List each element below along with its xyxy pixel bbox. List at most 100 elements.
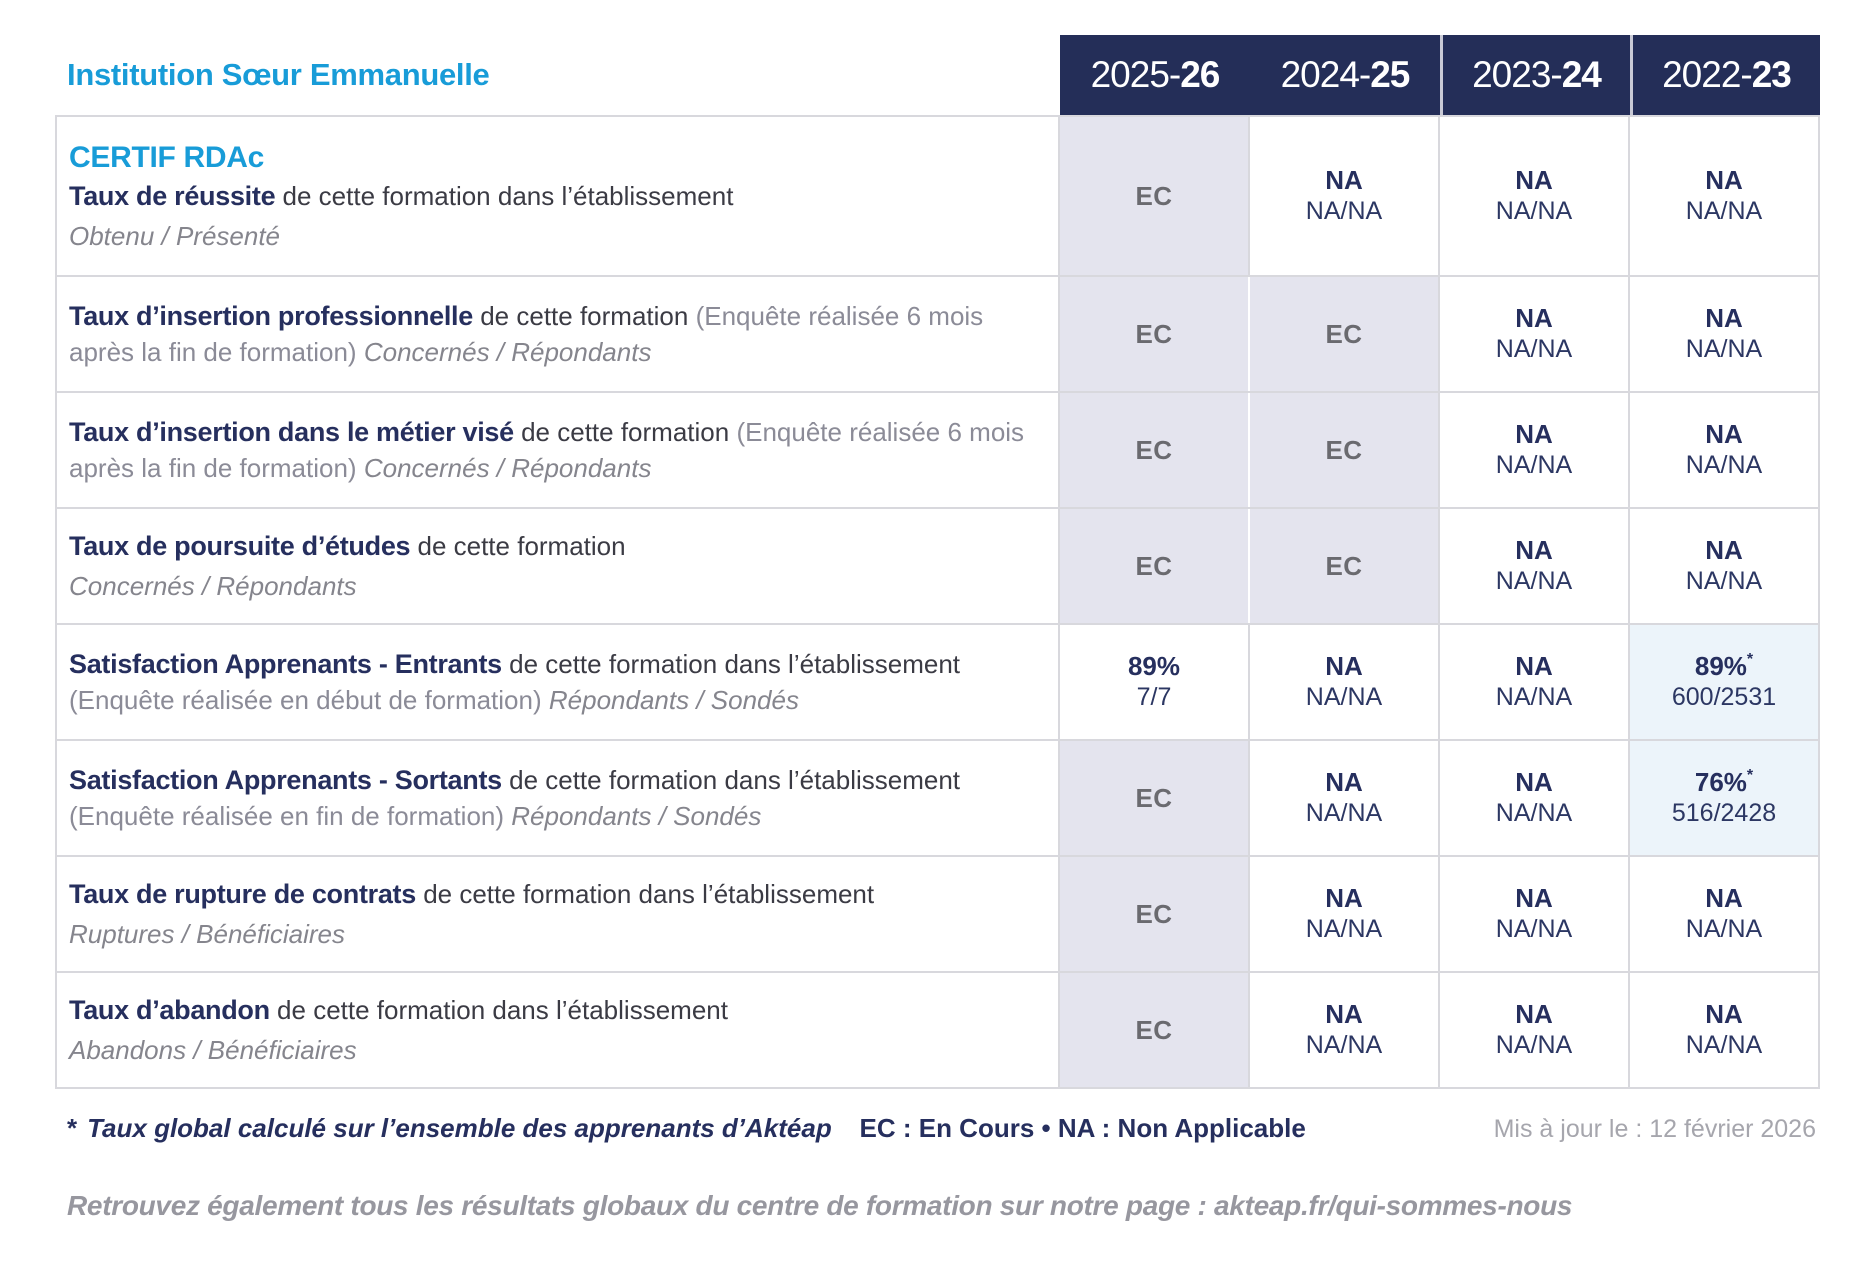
value-cell: NA NA/NA <box>1248 973 1438 1087</box>
metric-label-cell: Taux d’insertion dans le métier visé de … <box>57 393 1058 507</box>
abbreviations-legend: EC : En Cours • NA : Non Applicable <box>859 1113 1306 1143</box>
table-row: Taux de rupture de contrats de cette for… <box>57 857 1818 973</box>
asterisk-superscript: * <box>1746 650 1754 668</box>
metric-description: Taux de poursuite d’études de cette form… <box>69 529 1034 604</box>
value-main: NA <box>1325 883 1363 914</box>
metric-desc: de cette formation dans l’établissement <box>423 878 875 909</box>
table-row: Taux de poursuite d’études de cette form… <box>57 509 1818 625</box>
table-row: CERTIF RDAc Taux de réussite de cette for… <box>57 117 1818 277</box>
metric-title: Taux d’insertion dans le métier visé <box>69 417 514 448</box>
metric-title: Satisfaction Apprenants - Sortants <box>69 765 502 796</box>
value-main: 76%* <box>1694 766 1754 798</box>
value-sub: NA/NA <box>1685 1031 1763 1060</box>
metric-title: Taux de rupture de contrats <box>69 878 416 909</box>
metric-desc: de cette formation dans l’établissement <box>282 180 734 211</box>
value-cell: EC <box>1058 741 1248 855</box>
value-cell: EC <box>1058 277 1248 391</box>
metric-description: Satisfaction Apprenants - Entrants de ce… <box>69 647 1034 717</box>
program-title: CERTIF RDAc <box>69 140 265 174</box>
year-label-end: 25 <box>1370 54 1410 95</box>
metric-survey-note: (Enquête réalisée en début de formation) <box>69 684 542 715</box>
year-label-end: 23 <box>1751 54 1792 95</box>
metric-subtitle: Concernés / Répondants <box>363 336 652 367</box>
value-main: NA <box>1515 883 1553 914</box>
metric-desc: de cette formation <box>417 530 626 561</box>
value-main: EC <box>1135 318 1173 349</box>
value-main: NA <box>1705 419 1743 450</box>
table-row: Satisfaction Apprenants - Entrants de ce… <box>57 625 1818 741</box>
metric-description: Satisfaction Apprenants - Sortants de ce… <box>69 763 1034 833</box>
metric-label-cell: Taux de rupture de contrats de cette for… <box>57 857 1058 971</box>
column-header-2023-24: 2023- 24 <box>1440 35 1630 115</box>
metric-label-cell: Satisfaction Apprenants - Sortants de ce… <box>57 741 1058 855</box>
value-cell: 89% 7/7 <box>1058 625 1248 739</box>
metric-description: Taux de réussite de cette formation dans… <box>69 179 1034 254</box>
value-sub: 600/2531 <box>1671 683 1777 712</box>
value-main: NA <box>1325 767 1363 798</box>
value-main: NA <box>1515 165 1553 196</box>
value-sub: NA/NA <box>1685 451 1763 480</box>
value-cell: NA NA/NA <box>1628 857 1818 971</box>
value-main: EC <box>1325 318 1363 349</box>
value-main: NA <box>1515 999 1553 1030</box>
value-cell: EC <box>1058 973 1248 1087</box>
results-page: Institution Sœur Emmanuelle 2025- 26 2024… <box>0 35 1875 1222</box>
value-main: NA <box>1325 165 1363 196</box>
value-main: NA <box>1515 419 1553 450</box>
year-label-end: 26 <box>1180 54 1220 95</box>
value-sub: NA/NA <box>1495 799 1573 828</box>
updated-date: Mis à jour le : 12 février 2026 <box>1493 1115 1816 1143</box>
metric-subtitle: Concernés / Répondants <box>69 571 357 602</box>
value-cell: NA NA/NA <box>1438 393 1628 507</box>
year-label-start: 2025- <box>1090 54 1182 95</box>
metric-desc: de cette formation <box>521 417 730 448</box>
value-cell: EC <box>1248 509 1438 623</box>
value-cell: NA NA/NA <box>1438 509 1628 623</box>
metric-subtitle: Répondants / Sondés <box>511 800 762 831</box>
footnote: * Taux global calculé sur l’ensemble des … <box>67 1113 832 1144</box>
value-sub: NA/NA <box>1305 915 1383 944</box>
metric-description: Taux d’abandon de cette formation dans l… <box>69 993 1034 1068</box>
value-sub: NA/NA <box>1495 683 1573 712</box>
metric-description: Taux d’insertion dans le métier visé de … <box>69 415 1034 485</box>
value-main: 89%* <box>1694 650 1754 682</box>
asterisk-superscript: * <box>1746 766 1754 784</box>
metric-description: Taux de rupture de contrats de cette for… <box>69 877 1034 952</box>
value-cell: NA NA/NA <box>1248 117 1438 275</box>
column-header-2022-23: 2022- 23 <box>1630 35 1820 115</box>
value-main: NA <box>1515 535 1553 566</box>
metric-subtitle: Obtenu / Présenté <box>69 221 281 252</box>
value-sub: NA/NA <box>1305 1031 1383 1060</box>
value-sub: NA/NA <box>1685 335 1763 364</box>
value-sub: NA/NA <box>1495 915 1573 944</box>
value-cell: NA NA/NA <box>1628 393 1818 507</box>
page-title: Institution Sœur Emmanuelle <box>67 57 490 92</box>
results-table-body: CERTIF RDAc Taux de réussite de cette for… <box>55 115 1820 1089</box>
value-sub: NA/NA <box>1495 1031 1573 1060</box>
metric-title: Satisfaction Apprenants - Entrants <box>69 649 502 680</box>
metric-survey-note: (Enquête réalisée 6 mois après la fin de… <box>69 417 1025 483</box>
value-sub: NA/NA <box>1685 567 1763 596</box>
metric-subtitle: Ruptures / Bénéficiaires <box>69 919 346 950</box>
value-main: 89% <box>1127 651 1181 682</box>
metric-subtitle: Répondants / Sondés <box>548 684 799 715</box>
value-sub: NA/NA <box>1305 799 1383 828</box>
metric-label-cell: Taux d’abandon de cette formation dans l… <box>57 973 1058 1087</box>
footnote-row: * Taux global calculé sur l’ensemble des … <box>55 1113 1820 1144</box>
value-cell: NA NA/NA <box>1628 973 1818 1087</box>
value-main: NA <box>1705 303 1743 334</box>
value-cell: 76%* 516/2428 <box>1628 741 1818 855</box>
metric-desc: de cette formation <box>480 301 689 332</box>
metric-title: Taux de poursuite d’études <box>69 530 411 561</box>
year-label-start: 2023- <box>1472 54 1563 95</box>
column-header-2024-25: 2024- 25 <box>1250 35 1440 115</box>
value-main: NA <box>1705 999 1743 1030</box>
value-main: EC <box>1135 180 1173 211</box>
table-row: Taux d’insertion dans le métier visé de … <box>57 393 1818 509</box>
table-row: Taux d’insertion professionnelle de cett… <box>57 277 1818 393</box>
value-cell: NA NA/NA <box>1248 625 1438 739</box>
value-main: NA <box>1705 535 1743 566</box>
metric-survey-note: (Enquête réalisée 6 mois après la fin de… <box>69 301 984 367</box>
value-main: NA <box>1325 999 1363 1030</box>
value-sub: NA/NA <box>1495 335 1573 364</box>
